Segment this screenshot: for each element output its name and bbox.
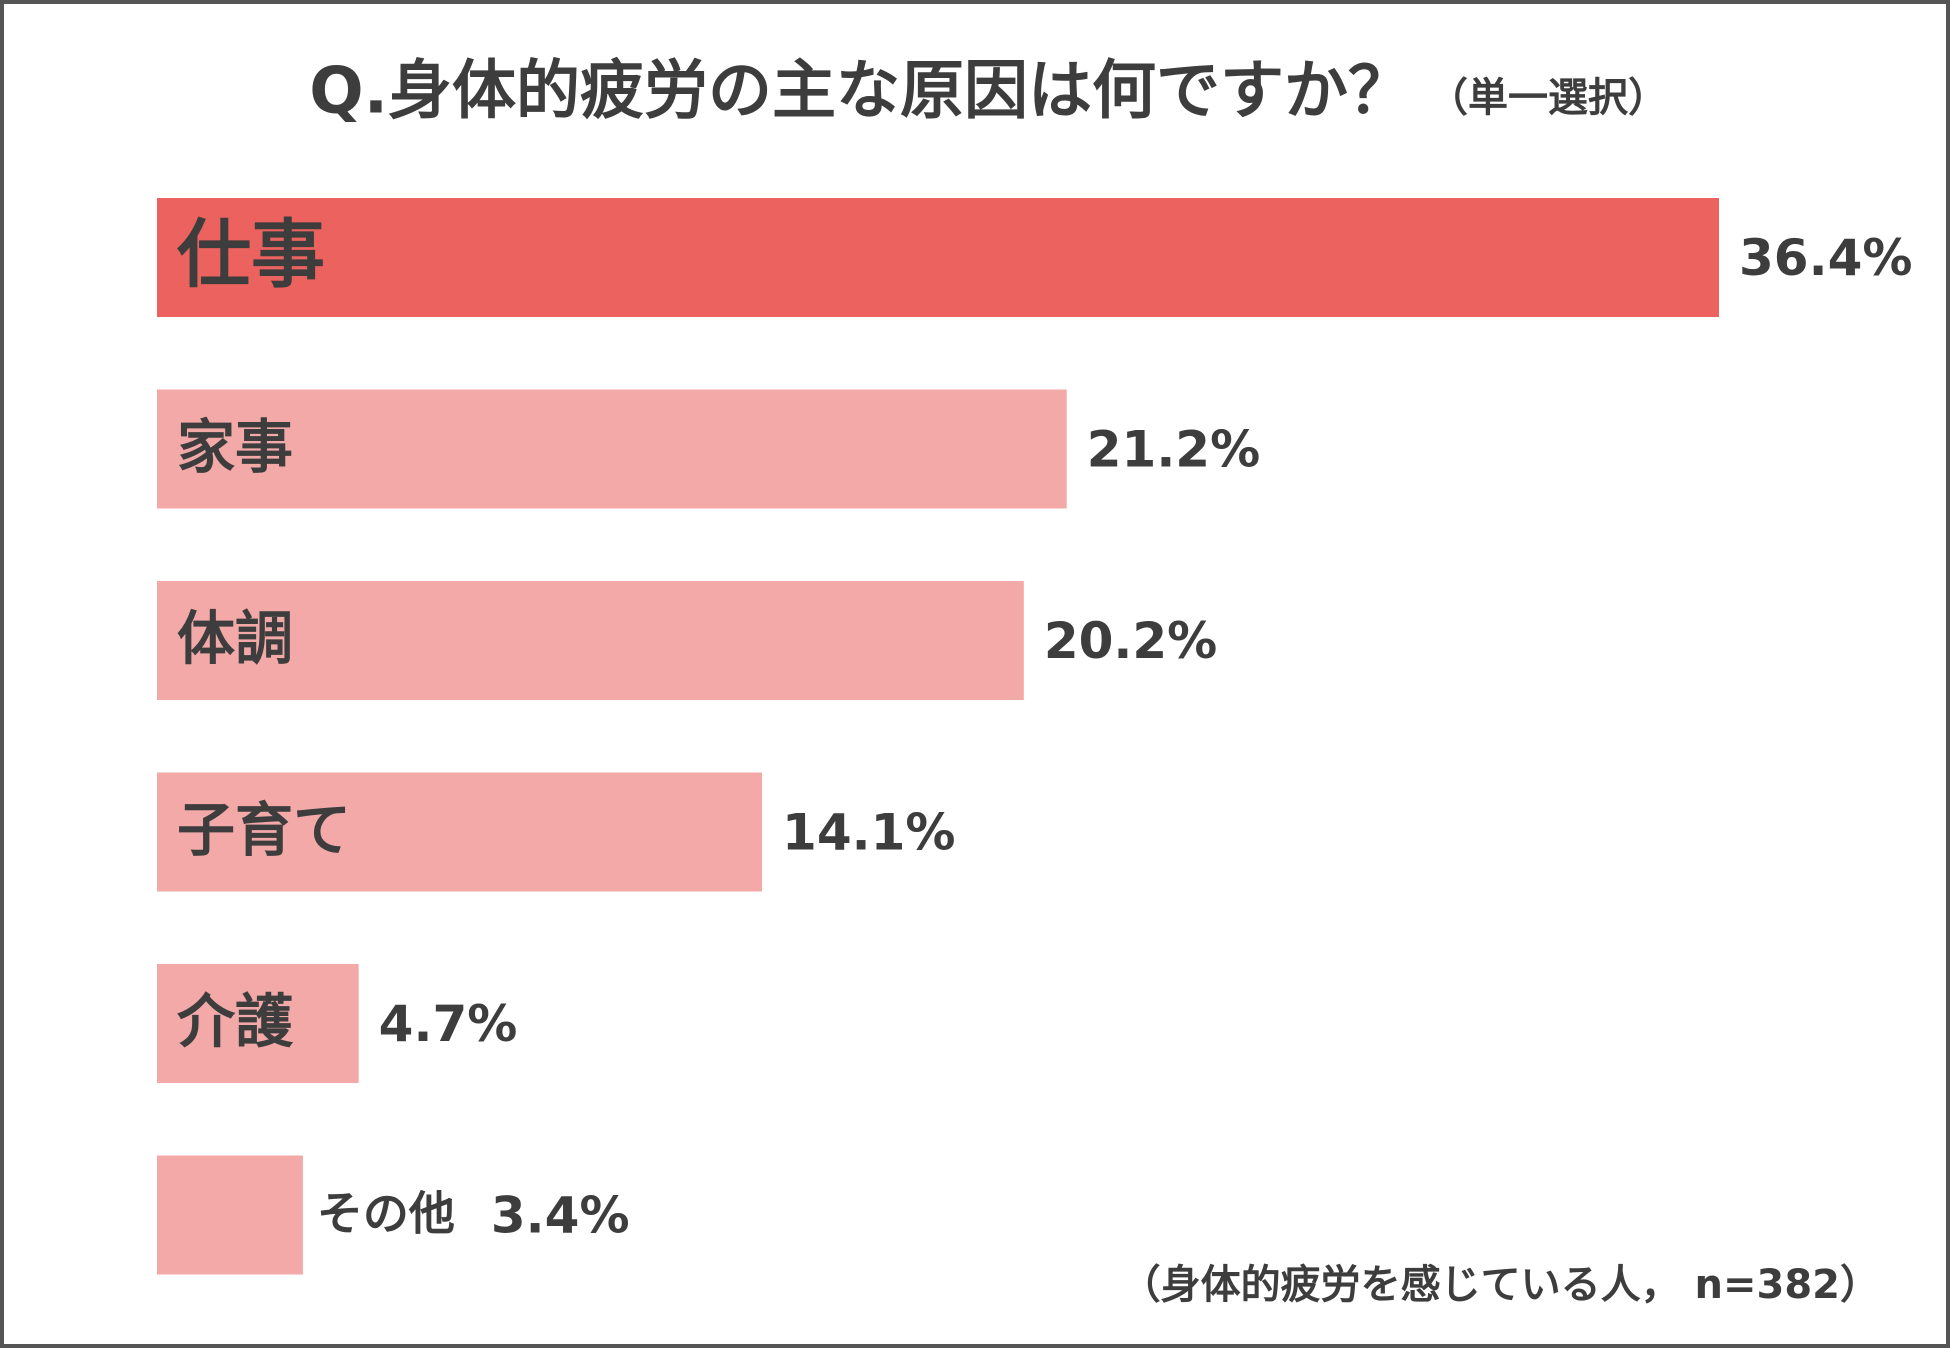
chart-title: Q.身体的疲労の主な原因は何ですか？ [309, 55, 1412, 129]
category-label: 家事 [177, 413, 293, 481]
category-label: 仕事 [177, 212, 325, 298]
value-label: 14.1% [782, 804, 955, 862]
bar [157, 772, 763, 892]
category-label: その他 [317, 1187, 455, 1241]
value-label: 3.4% [491, 1187, 630, 1245]
bar [157, 964, 359, 1083]
category-label: 子育て [177, 796, 351, 864]
chart-subtitle: （単一選択） [1428, 75, 1668, 121]
bar [157, 198, 1719, 317]
value-label: 20.2% [1044, 612, 1217, 670]
bar [157, 581, 1024, 700]
value-label: 36.4% [1739, 229, 1912, 287]
bar [157, 389, 1067, 509]
category-label: 介護 [177, 988, 294, 1056]
footnote: （身体的疲労を感じている人， n=382） [1121, 1262, 1880, 1308]
value-label: 21.2% [1087, 421, 1260, 479]
value-label: 4.7% [379, 995, 518, 1053]
category-label: 体調 [177, 605, 293, 673]
bar [157, 1155, 303, 1275]
